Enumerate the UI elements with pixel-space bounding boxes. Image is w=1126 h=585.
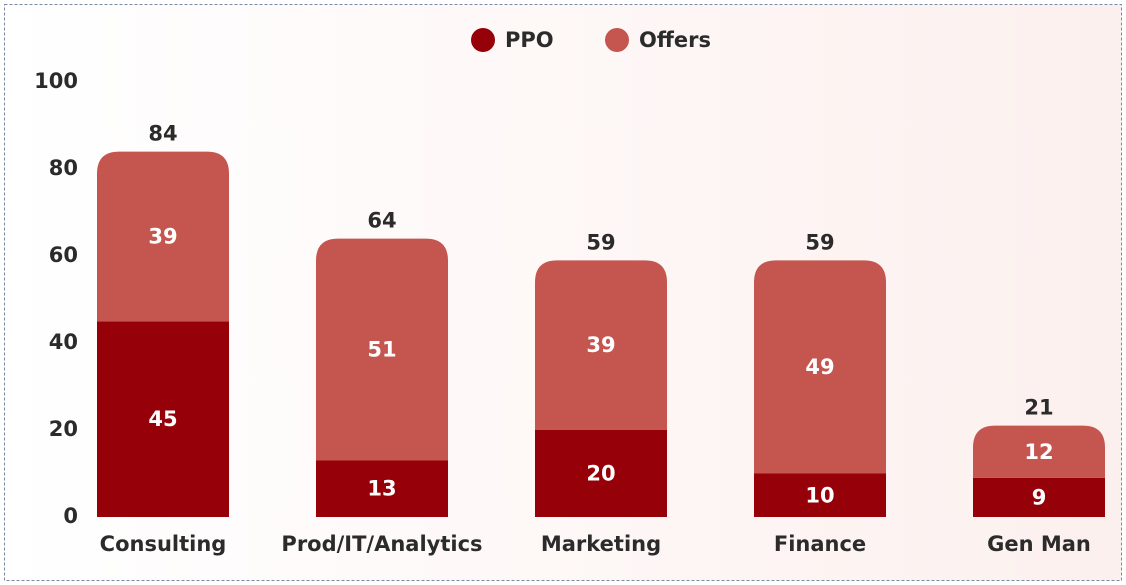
y-tick-label: 80 <box>49 156 78 180</box>
data-label: 39 <box>148 224 177 248</box>
total-label: 59 <box>586 230 615 254</box>
bar-segment <box>973 425 1105 478</box>
data-label: 45 <box>148 407 177 431</box>
bar-segment <box>316 238 448 461</box>
legend-swatch <box>471 28 495 52</box>
data-label: 10 <box>805 483 834 507</box>
bar-segment <box>97 321 229 517</box>
data-label: 51 <box>367 338 396 362</box>
x-tick-label: Marketing <box>541 532 661 556</box>
data-label: 20 <box>586 462 615 486</box>
legend-label: Offers <box>639 28 711 52</box>
bar-segment <box>973 477 1105 517</box>
total-label: 59 <box>805 230 834 254</box>
bar-segment <box>754 473 886 517</box>
bar-segment <box>535 260 667 430</box>
x-tick-label: Gen Man <box>987 532 1091 556</box>
y-tick-label: 20 <box>49 417 78 441</box>
bar-segment <box>754 260 886 474</box>
y-tick-label: 60 <box>49 243 78 267</box>
legend-label: PPO <box>505 28 554 52</box>
x-tick-label: Finance <box>774 532 866 556</box>
data-label: 39 <box>586 333 615 357</box>
x-tick-label: Prod/IT/Analytics <box>281 532 482 556</box>
bar-segment <box>97 151 229 322</box>
data-label: 12 <box>1024 440 1053 464</box>
bar-segment <box>316 460 448 517</box>
x-tick-label: Consulting <box>100 532 227 556</box>
data-label: 49 <box>805 355 834 379</box>
bar-segment <box>535 430 667 517</box>
y-tick-label: 40 <box>49 330 78 354</box>
total-label: 21 <box>1024 396 1053 420</box>
total-label: 64 <box>367 209 396 233</box>
y-tick-label: 100 <box>34 69 78 93</box>
data-label: 9 <box>1032 485 1047 509</box>
total-label: 84 <box>148 122 177 146</box>
legend-swatch <box>605 28 629 52</box>
y-tick-label: 0 <box>63 504 78 528</box>
data-label: 13 <box>367 477 396 501</box>
